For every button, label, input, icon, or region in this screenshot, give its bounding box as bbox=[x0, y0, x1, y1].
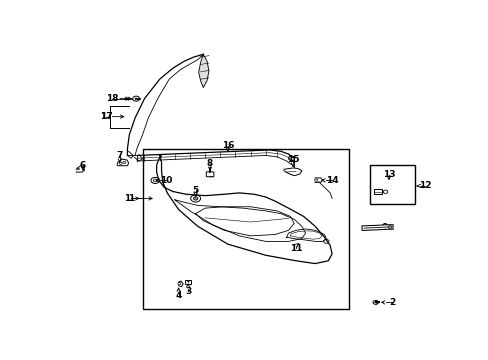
Text: 14: 14 bbox=[325, 176, 338, 185]
Text: 13: 13 bbox=[382, 170, 394, 179]
Bar bbox=[369, 165, 415, 204]
Text: 3: 3 bbox=[184, 287, 191, 296]
Text: 1: 1 bbox=[128, 194, 134, 203]
Text: 4: 4 bbox=[175, 291, 182, 300]
Text: 12: 12 bbox=[418, 181, 430, 190]
Circle shape bbox=[134, 98, 138, 100]
Text: 15: 15 bbox=[286, 155, 299, 164]
Text: 8: 8 bbox=[206, 159, 213, 168]
Text: 1: 1 bbox=[124, 194, 130, 203]
Bar bbox=[373, 189, 381, 194]
Bar bbox=[142, 149, 348, 309]
Text: 6: 6 bbox=[80, 161, 86, 170]
Text: 2: 2 bbox=[389, 298, 395, 307]
Text: 5: 5 bbox=[192, 186, 199, 195]
Text: 11: 11 bbox=[289, 244, 302, 253]
Bar bbox=[185, 280, 191, 284]
Text: 17: 17 bbox=[100, 112, 112, 121]
Text: 17: 17 bbox=[100, 112, 112, 121]
Text: 9: 9 bbox=[381, 223, 387, 232]
Text: 7: 7 bbox=[117, 151, 123, 160]
Circle shape bbox=[187, 281, 189, 283]
Polygon shape bbox=[198, 54, 208, 87]
Circle shape bbox=[193, 197, 198, 200]
Text: 18: 18 bbox=[106, 94, 118, 103]
Text: 10: 10 bbox=[160, 176, 172, 185]
Text: 16: 16 bbox=[221, 141, 234, 150]
